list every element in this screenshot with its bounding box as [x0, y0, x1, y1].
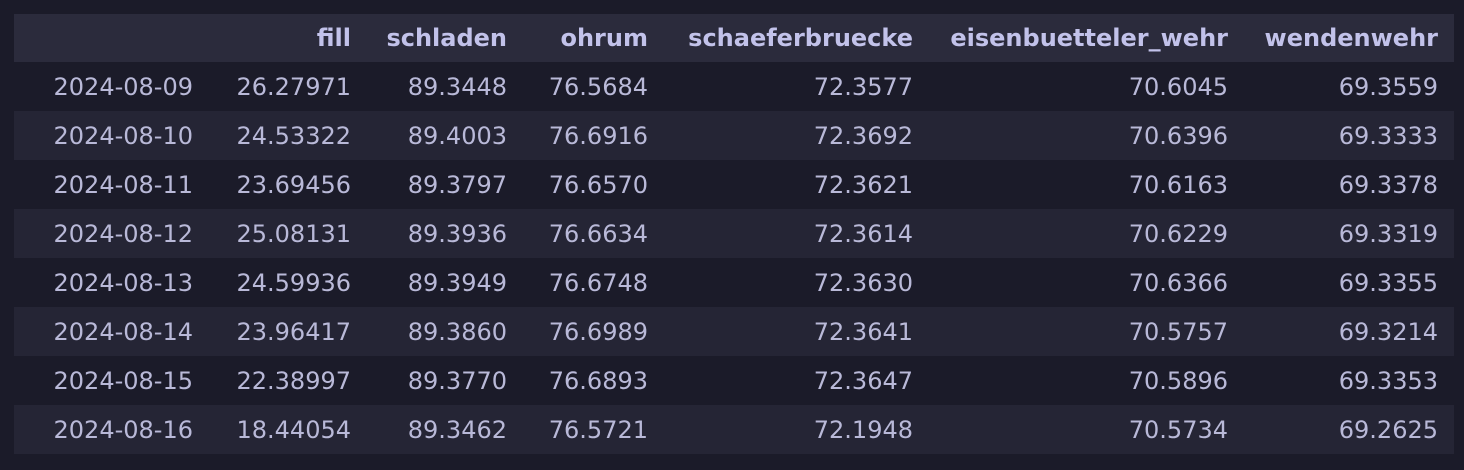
cell-schladen: 89.3448 — [407, 72, 507, 101]
cell-fill: 24.59936 — [236, 268, 351, 297]
cell-fill: 24.53322 — [236, 121, 351, 150]
cell-fill: 18.44054 — [236, 415, 351, 444]
column-header-schladen: schladen — [386, 24, 507, 52]
row-index-date: 2024-08-16 — [53, 415, 193, 444]
cell-fill: 23.96417 — [236, 317, 351, 346]
table-header: fill schladen ohrum schaeferbruecke eise… — [14, 14, 1454, 62]
cell-schladen: 89.3860 — [407, 317, 507, 346]
row-index-date: 2024-08-14 — [53, 317, 193, 346]
cell-ohrum: 76.6989 — [548, 317, 648, 346]
data-table: fill schladen ohrum schaeferbruecke eise… — [14, 14, 1454, 454]
cell-wendenwehr: 69.3559 — [1338, 72, 1438, 101]
cell-ohrum: 76.6570 — [548, 170, 648, 199]
column-header-schaeferbruecke: schaeferbruecke — [688, 24, 913, 52]
row-index-date: 2024-08-10 — [53, 121, 193, 150]
cell-eisenbuetteler-wehr: 70.6229 — [1128, 219, 1228, 248]
cell-ohrum: 76.6748 — [548, 268, 648, 297]
column-header-eisenbuetteler-wehr: eisenbuetteler_wehr — [950, 24, 1228, 52]
cell-wendenwehr: 69.3353 — [1338, 366, 1438, 395]
row-index-date: 2024-08-12 — [53, 219, 193, 248]
cell-schaeferbruecke: 72.3621 — [813, 170, 913, 199]
cell-wendenwehr: 69.3333 — [1338, 121, 1438, 150]
cell-schladen: 89.3462 — [407, 415, 507, 444]
cell-schaeferbruecke: 72.1948 — [813, 415, 913, 444]
cell-fill: 23.69456 — [236, 170, 351, 199]
column-header-fill: fill — [316, 24, 351, 52]
cell-schaeferbruecke: 72.3647 — [813, 366, 913, 395]
cell-wendenwehr: 69.3378 — [1338, 170, 1438, 199]
cell-schladen: 89.4003 — [407, 121, 507, 150]
cell-eisenbuetteler-wehr: 70.6366 — [1128, 268, 1228, 297]
cell-eisenbuetteler-wehr: 70.6045 — [1128, 72, 1228, 101]
row-index-date: 2024-08-11 — [53, 170, 193, 199]
dataframe-output: fill schladen ohrum schaeferbruecke eise… — [14, 14, 1454, 454]
table-row: 2024-08-15 22.38997 89.3770 76.6893 72.3… — [14, 356, 1454, 405]
cell-eisenbuetteler-wehr: 70.6163 — [1128, 170, 1228, 199]
column-header-ohrum: ohrum — [560, 24, 648, 52]
table-row: 2024-08-11 23.69456 89.3797 76.6570 72.3… — [14, 160, 1454, 209]
table-row: 2024-08-16 18.44054 89.3462 76.5721 72.1… — [14, 405, 1454, 454]
cell-schaeferbruecke: 72.3641 — [813, 317, 913, 346]
column-header-wendenwehr: wendenwehr — [1264, 24, 1438, 52]
cell-ohrum: 76.5684 — [548, 72, 648, 101]
cell-wendenwehr: 69.3214 — [1338, 317, 1438, 346]
cell-fill: 22.38997 — [236, 366, 351, 395]
cell-eisenbuetteler-wehr: 70.5757 — [1128, 317, 1228, 346]
table-row: 2024-08-12 25.08131 89.3936 76.6634 72.3… — [14, 209, 1454, 258]
cell-schaeferbruecke: 72.3577 — [813, 72, 913, 101]
row-index-date: 2024-08-13 — [53, 268, 193, 297]
cell-schladen: 89.3797 — [407, 170, 507, 199]
cell-wendenwehr: 69.3319 — [1338, 219, 1438, 248]
cell-ohrum: 76.6916 — [548, 121, 648, 150]
cell-fill: 25.08131 — [236, 219, 351, 248]
column-header-index — [14, 14, 209, 62]
cell-schaeferbruecke: 72.3692 — [813, 121, 913, 150]
cell-fill: 26.27971 — [236, 72, 351, 101]
cell-ohrum: 76.5721 — [548, 415, 648, 444]
cell-eisenbuetteler-wehr: 70.6396 — [1128, 121, 1228, 150]
cell-eisenbuetteler-wehr: 70.5896 — [1128, 366, 1228, 395]
table-row: 2024-08-14 23.96417 89.3860 76.6989 72.3… — [14, 307, 1454, 356]
cell-wendenwehr: 69.2625 — [1338, 415, 1438, 444]
row-index-date: 2024-08-15 — [53, 366, 193, 395]
cell-schaeferbruecke: 72.3614 — [813, 219, 913, 248]
cell-schladen: 89.3936 — [407, 219, 507, 248]
table-body: 2024-08-09 26.27971 89.3448 76.5684 72.3… — [14, 62, 1454, 454]
cell-schladen: 89.3770 — [407, 366, 507, 395]
cell-ohrum: 76.6634 — [548, 219, 648, 248]
table-row: 2024-08-10 24.53322 89.4003 76.6916 72.3… — [14, 111, 1454, 160]
cell-eisenbuetteler-wehr: 70.5734 — [1128, 415, 1228, 444]
row-index-date: 2024-08-09 — [53, 72, 193, 101]
cell-ohrum: 76.6893 — [548, 366, 648, 395]
table-row: 2024-08-13 24.59936 89.3949 76.6748 72.3… — [14, 258, 1454, 307]
table-row: 2024-08-09 26.27971 89.3448 76.5684 72.3… — [14, 62, 1454, 111]
header-row: fill schladen ohrum schaeferbruecke eise… — [14, 14, 1454, 62]
cell-schaeferbruecke: 72.3630 — [813, 268, 913, 297]
cell-schladen: 89.3949 — [407, 268, 507, 297]
cell-wendenwehr: 69.3355 — [1338, 268, 1438, 297]
